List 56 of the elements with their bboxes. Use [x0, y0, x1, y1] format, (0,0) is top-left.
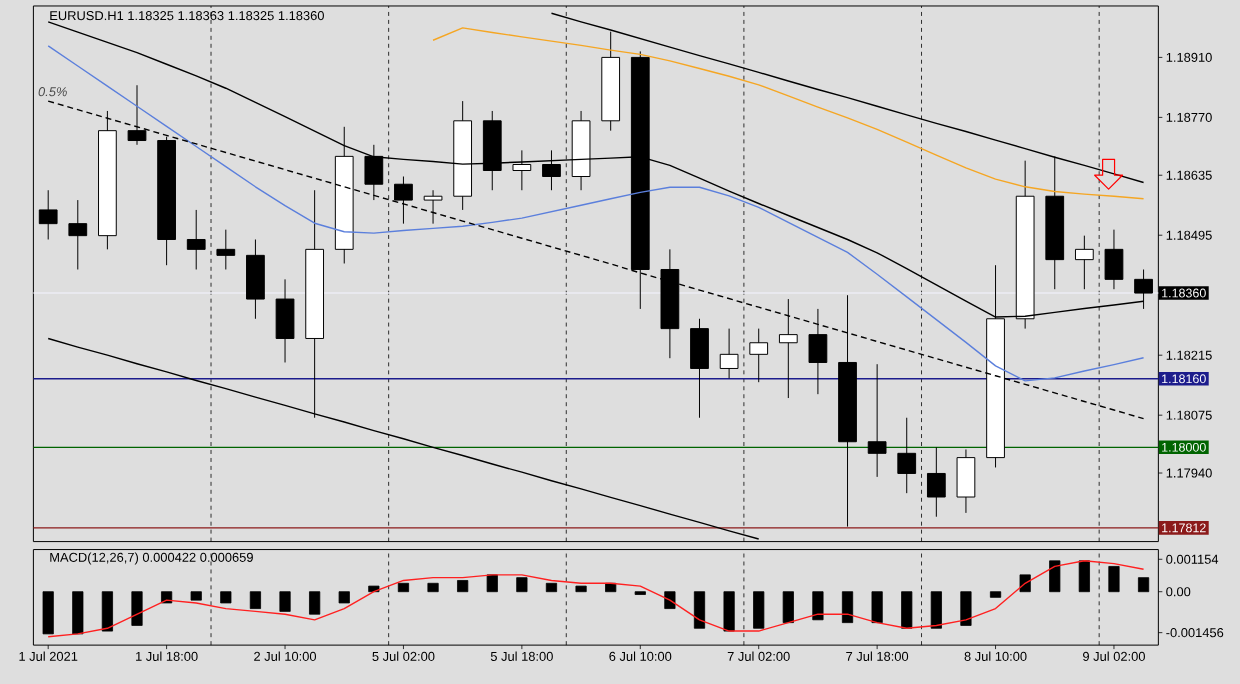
candlestick	[542, 149, 561, 191]
bar	[72, 590, 84, 634]
bar	[101, 590, 113, 631]
candlestick	[423, 189, 443, 224]
candlestick	[1074, 234, 1094, 290]
line-series	[432, 26, 1145, 200]
bar	[190, 590, 202, 601]
bar	[397, 582, 410, 592]
candlestick	[719, 327, 739, 379]
candlestick	[749, 327, 769, 383]
bar	[42, 590, 54, 634]
candlestick	[897, 416, 917, 494]
bar	[249, 590, 261, 609]
bar	[1108, 565, 1120, 592]
bar	[782, 590, 794, 623]
bar	[812, 590, 824, 620]
bar	[427, 582, 439, 592]
candlestick	[275, 278, 295, 363]
candlestick	[956, 448, 976, 513]
candlestick	[512, 149, 532, 191]
bar	[664, 590, 676, 609]
bar	[309, 590, 321, 615]
candlestick	[808, 307, 828, 395]
bar	[871, 590, 883, 623]
bar	[338, 590, 350, 603]
candlestick	[1104, 228, 1124, 290]
candlestick	[394, 175, 413, 224]
bar	[131, 590, 143, 626]
bar	[457, 579, 469, 592]
bar	[368, 585, 380, 592]
bar	[516, 576, 528, 592]
bar	[279, 590, 291, 612]
bar	[723, 590, 735, 631]
candlestick	[38, 189, 58, 240]
candlestick	[926, 446, 946, 517]
candlestick	[68, 199, 88, 270]
candlestick	[186, 208, 206, 270]
candlestick	[246, 238, 265, 319]
bar	[841, 590, 854, 623]
bar	[960, 590, 972, 626]
bar	[575, 585, 587, 592]
bar	[1049, 559, 1061, 592]
candlestick	[364, 143, 384, 201]
candlestick	[778, 298, 798, 399]
bar	[989, 590, 1002, 598]
bar	[220, 590, 232, 603]
bar	[1137, 576, 1150, 592]
bar	[693, 590, 706, 629]
bar	[545, 582, 558, 592]
bar	[901, 590, 913, 629]
bar	[1078, 559, 1090, 592]
bar	[930, 590, 942, 629]
candlestick	[216, 228, 236, 270]
candlestick	[690, 317, 709, 418]
candlestick	[867, 363, 887, 477]
bar	[753, 590, 765, 629]
